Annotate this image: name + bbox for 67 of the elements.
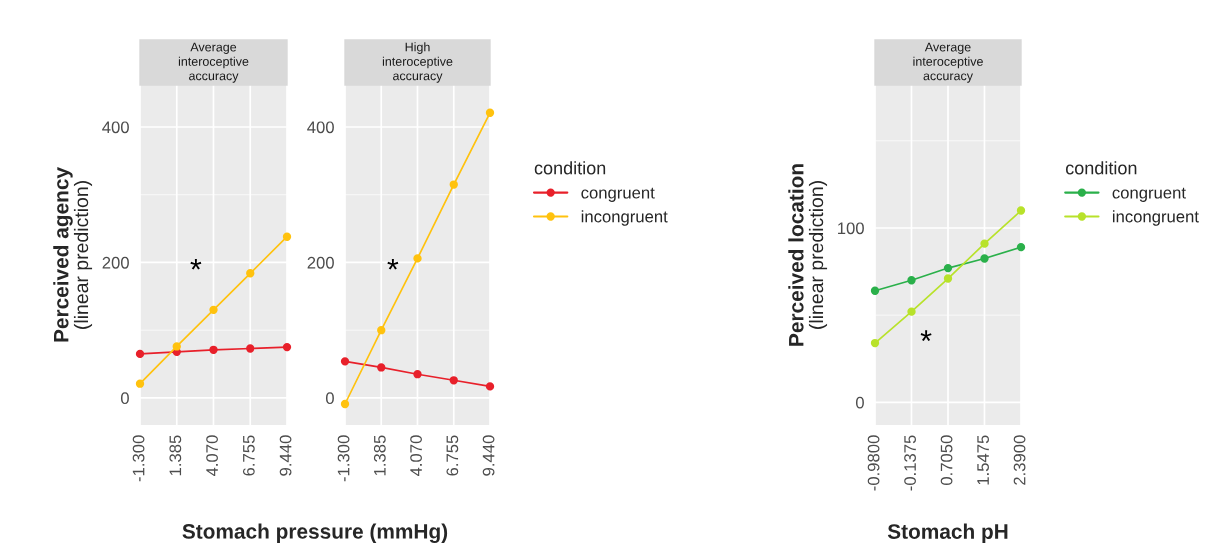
y-tick-label: 100 <box>838 222 864 235</box>
annotation: * <box>190 258 202 270</box>
legend-label: congruent <box>581 187 655 202</box>
chart-title: High interoceptive accuracy <box>382 42 453 83</box>
point <box>209 305 218 315</box>
point <box>943 263 953 273</box>
point <box>282 342 292 352</box>
annotation: * <box>387 258 399 270</box>
x-axis-title: Stomach pressure (mmHg) <box>182 523 448 543</box>
point <box>907 307 916 316</box>
point <box>870 286 880 295</box>
annotation: * <box>920 330 932 342</box>
point <box>449 376 458 385</box>
x-tick-label: 2.3900 <box>1013 435 1026 485</box>
y-tick-label: 400 <box>102 121 129 134</box>
point <box>1016 206 1026 215</box>
point <box>246 269 255 278</box>
point <box>943 274 953 283</box>
x-tick-label: 0.7050 <box>940 435 953 486</box>
point <box>485 108 495 117</box>
y-tick-label: 0 <box>855 396 864 409</box>
x-tick-label: 1.385 <box>169 435 182 476</box>
x-tick-label: -1.300 <box>132 435 145 482</box>
point <box>282 232 292 241</box>
point <box>340 357 350 366</box>
x-tick-label: 1.385 <box>373 435 386 476</box>
x-tick-label: 6.755 <box>242 435 255 476</box>
point <box>340 399 350 409</box>
legend-label: incongruent <box>1112 210 1199 226</box>
legend-title: condition <box>1065 161 1137 175</box>
point <box>485 382 495 391</box>
y-tick-label: 0 <box>325 392 334 405</box>
y-tick-label: 200 <box>307 256 334 269</box>
point <box>172 342 181 351</box>
x-tick-label: -0.1375 <box>904 435 916 491</box>
point <box>377 363 386 372</box>
x-tick-label: -1.300 <box>337 435 350 482</box>
x-axis-title: Stomach pH <box>887 523 1008 543</box>
point <box>209 345 218 354</box>
point <box>135 349 145 359</box>
x-tick-label: 4.070 <box>206 435 218 477</box>
point <box>246 344 255 353</box>
point <box>907 276 916 285</box>
y-tick-label: 0 <box>120 392 129 405</box>
point <box>980 239 989 248</box>
point <box>870 338 880 348</box>
point <box>377 326 386 335</box>
point <box>449 180 458 189</box>
chart-title: Average interoceptive accuracy <box>913 42 983 83</box>
chart-title: Average interoceptive accuracy <box>178 42 249 83</box>
legend-label: congruent <box>1112 187 1186 202</box>
x-tick-label: 9.440 <box>482 435 495 476</box>
point <box>413 370 422 379</box>
point <box>1016 242 1026 252</box>
legend-title: condition <box>534 161 606 175</box>
x-tick-label: -0.9800 <box>867 435 880 491</box>
point <box>135 379 145 388</box>
x-tick-label: 9.440 <box>279 435 292 476</box>
x-tick-label: 1.5475 <box>977 435 989 485</box>
y-axis-title: Perceived agency (linear prediction) <box>53 167 93 342</box>
x-tick-label: 6.755 <box>446 435 459 476</box>
x-tick-label: 4.070 <box>410 435 422 477</box>
point <box>413 254 422 263</box>
y-tick-label: 400 <box>307 121 334 134</box>
y-tick-label: 200 <box>102 256 129 269</box>
legend-label: incongruent <box>581 210 668 226</box>
y-axis-title: Perceived location (linear prediction) <box>788 164 828 346</box>
